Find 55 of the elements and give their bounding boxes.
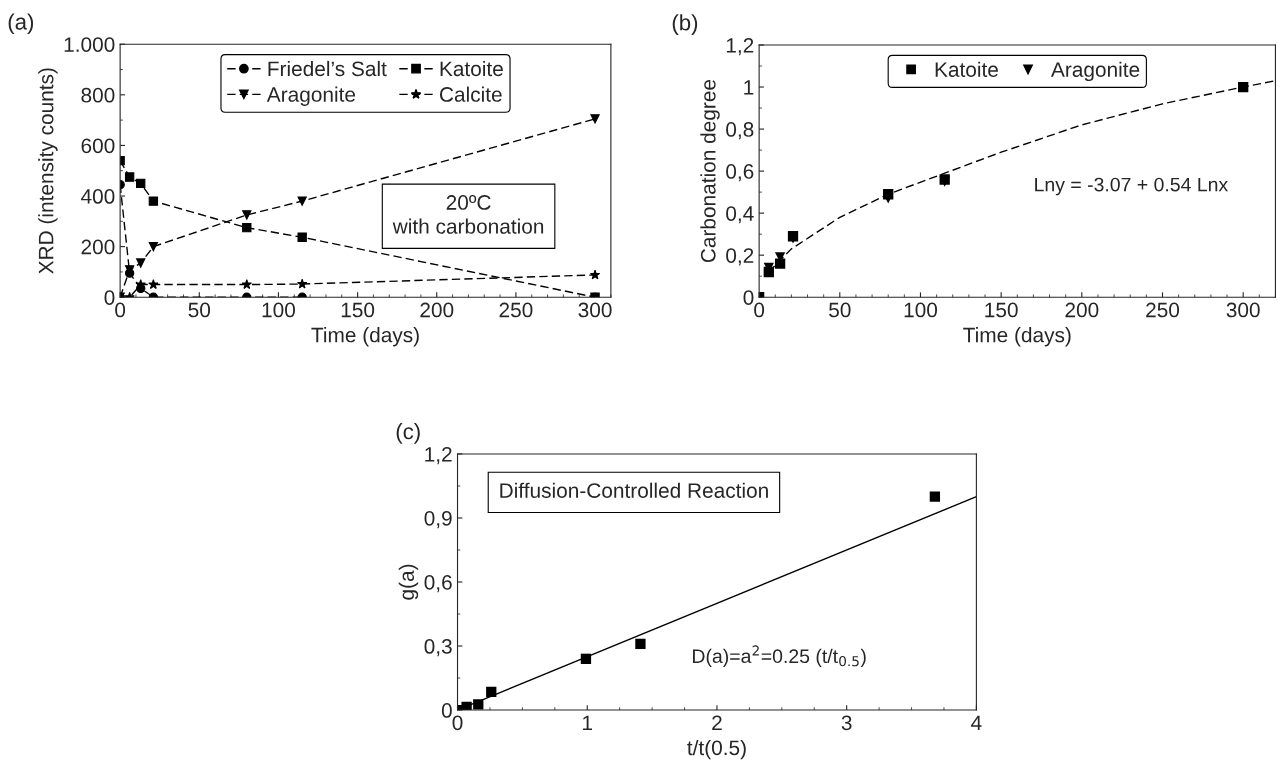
x-tick-label: 300 xyxy=(578,302,612,318)
y-axis-title: Carbonation degree xyxy=(700,79,720,263)
x-tick-label: 100 xyxy=(262,302,296,318)
legend-label: Katoite xyxy=(935,61,998,77)
legend-label: Aragonite xyxy=(1051,61,1140,82)
chart-title: (b) xyxy=(672,14,698,35)
x-tick-label: 2 xyxy=(712,715,722,730)
y-tick-label: 200 xyxy=(81,239,115,255)
x-tick-label: 0 xyxy=(754,302,765,318)
annotation: D(a)=a$^{2}$=0.25 (t/t$_{0.5}$) xyxy=(693,645,866,667)
x-tick-label: 200 xyxy=(1065,302,1099,318)
y-tick-label: 1 xyxy=(744,80,754,95)
legend-label: Aragonite xyxy=(266,86,356,106)
y-axis-title: g(a) xyxy=(398,564,419,600)
y-tick-label: 0 xyxy=(743,290,754,305)
x-tick-label: 100 xyxy=(904,302,938,318)
y-tick-label: 0,6 xyxy=(726,164,754,182)
y-tick-label: 1,2 xyxy=(726,38,754,56)
x-tick-label: 0 xyxy=(115,302,126,318)
y-tick-label: 400 xyxy=(80,189,115,204)
legend-label: Calcite xyxy=(439,86,502,102)
x-tick-label: 300 xyxy=(1226,302,1260,318)
y-tick-label: 0,6 xyxy=(424,575,452,593)
x-tick-label: 0 xyxy=(452,715,463,731)
x-axis-title: Time (days) xyxy=(311,327,419,347)
y-tick-label: 0,3 xyxy=(424,639,452,657)
x-axis-title: t/t(0.5) xyxy=(687,739,746,760)
y-tick-label: 1.000 xyxy=(64,37,115,52)
y-tick-label: 0,4 xyxy=(726,206,754,224)
annotation: Lny = -3.07 + 0.54 Lnx xyxy=(1035,177,1228,196)
y-tick-label: 0,2 xyxy=(726,248,754,266)
x-tick-label: 3 xyxy=(841,715,852,731)
y-tick-label: 0 xyxy=(104,290,115,305)
legend-label: Friedel’s Salt xyxy=(268,60,387,77)
chart-title: (c) xyxy=(396,423,420,444)
legend-label: Katoite xyxy=(440,60,503,77)
chart-title: (a) xyxy=(8,13,34,35)
y-axis-title: XRD (intensity counts) xyxy=(38,68,58,274)
y-tick-label: 0,9 xyxy=(424,510,452,529)
y-tick-label: 0,8 xyxy=(726,122,754,140)
annotation: 20ºC with carbonation xyxy=(392,195,544,234)
x-tick-label: 150 xyxy=(985,302,1018,318)
annotation: Diffusion-Controlled Reaction xyxy=(500,482,768,498)
x-tick-label: 250 xyxy=(499,302,533,318)
y-tick-label: 1,2 xyxy=(425,446,452,465)
y-tick-label: 600 xyxy=(81,138,115,154)
x-tick-label: 50 xyxy=(829,302,851,318)
x-tick-label: 4 xyxy=(971,715,982,730)
x-tick-label: 1 xyxy=(583,715,593,730)
x-tick-label: 250 xyxy=(1146,302,1180,318)
x-axis-title: Time (days) xyxy=(963,327,1071,347)
y-tick-label: 800 xyxy=(81,87,115,103)
y-tick-label: 0 xyxy=(441,703,452,718)
x-tick-label: 50 xyxy=(188,302,211,318)
x-tick-label: 150 xyxy=(341,302,375,318)
